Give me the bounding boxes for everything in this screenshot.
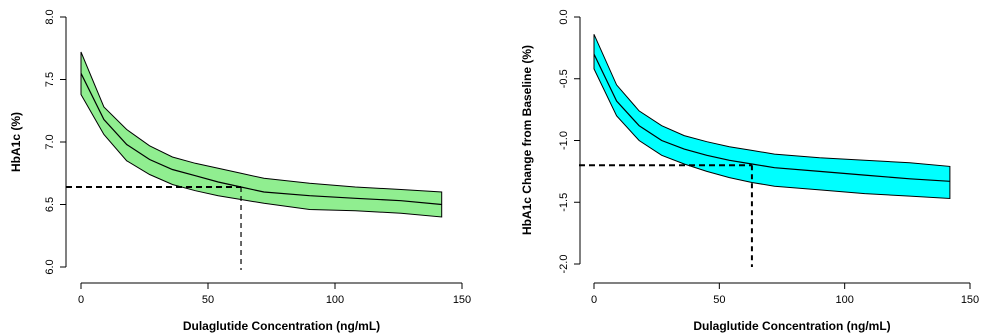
y-axis-title: HbA1c (%) bbox=[9, 112, 23, 172]
x-axis-title: Dulaglutide Concentration (ng/mL) bbox=[693, 319, 890, 333]
y-tick-label: -2.0 bbox=[558, 255, 570, 274]
x-tick-label: 150 bbox=[961, 294, 979, 306]
x-tick-label: 0 bbox=[78, 294, 84, 306]
y-tick-label: 7.5 bbox=[44, 72, 56, 87]
x-axis-title: Dulaglutide Concentration (ng/mL) bbox=[183, 319, 380, 333]
y-axis-title: HbA1c Change from Baseline (%) bbox=[520, 45, 534, 235]
x-tick-label: 100 bbox=[835, 294, 853, 306]
median-line bbox=[80, 73, 442, 206]
confidence-band bbox=[593, 34, 951, 200]
confidence-band bbox=[80, 51, 443, 218]
median-line bbox=[593, 53, 950, 182]
y-tick-label: 7.0 bbox=[44, 134, 56, 149]
x-tick-label: 50 bbox=[202, 294, 214, 306]
x-tick-label: 50 bbox=[713, 294, 725, 306]
y-tick-label: -1.0 bbox=[558, 131, 570, 150]
x-tick-label: 150 bbox=[453, 294, 471, 306]
y-tick-label: -1.5 bbox=[558, 193, 570, 212]
y-tick-label: 0.0 bbox=[558, 9, 570, 24]
y-tick-label: 6.5 bbox=[44, 197, 56, 212]
y-tick-label: 6.0 bbox=[44, 259, 56, 274]
y-tick-label: 8.0 bbox=[44, 9, 56, 24]
x-tick-label: 100 bbox=[326, 294, 344, 306]
panel-hba1c: 6.0 6.5 7.0 7.5 8.0 0 50 100 150 Dulaglutide Conc… bbox=[9, 9, 471, 333]
panel-hba1c-change: -2.0 -1.5 -1.0 -0.5 0.0 0 50 100 150 Dulaglutide … bbox=[520, 9, 979, 333]
y-tick-label: -0.5 bbox=[558, 69, 570, 88]
x-tick-label: 0 bbox=[591, 294, 597, 306]
